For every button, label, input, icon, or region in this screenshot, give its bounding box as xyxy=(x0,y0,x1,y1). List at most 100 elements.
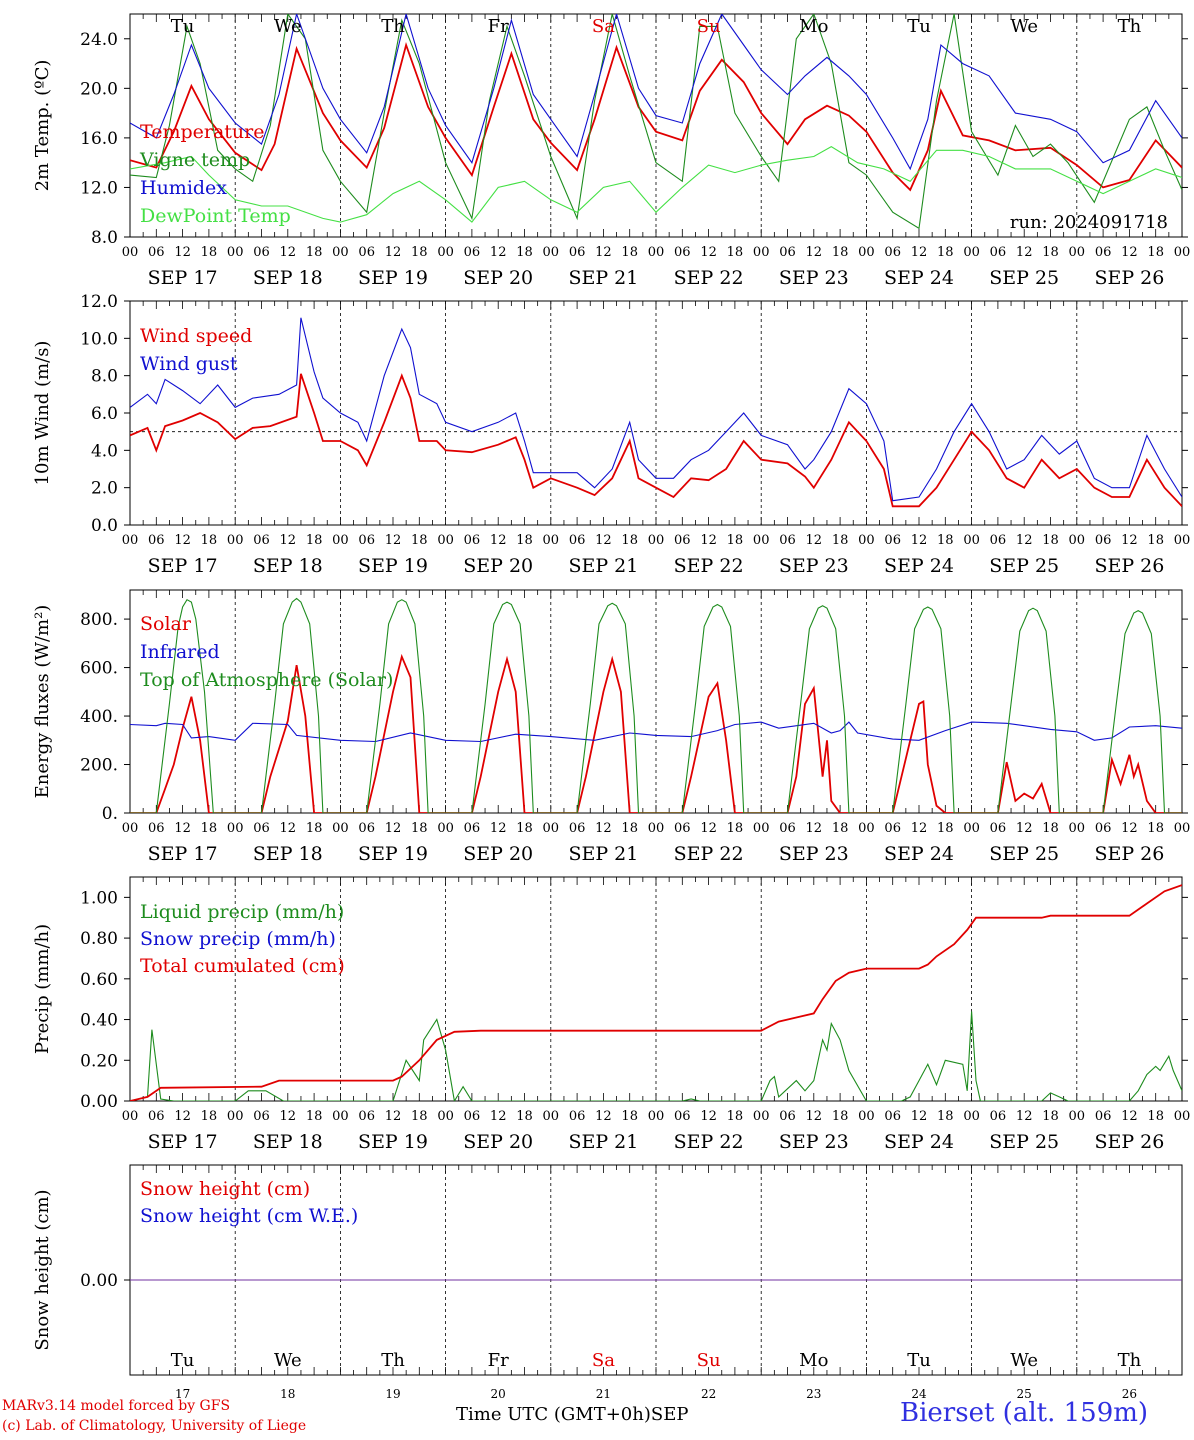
hour-tick-label: 18 xyxy=(1147,821,1164,836)
hour-tick-label: 12 xyxy=(280,245,297,260)
series-line-total-cumulated-cm- xyxy=(130,884,1182,1101)
hour-tick-label: 18 xyxy=(411,1109,428,1124)
hour-tick-label: 12 xyxy=(1016,1109,1033,1124)
series-line-humidex xyxy=(130,14,1182,171)
hour-tick-label: 12 xyxy=(1121,821,1138,836)
hour-tick-label: 06 xyxy=(253,1109,270,1124)
hour-tick-label: 00 xyxy=(437,821,454,836)
hour-tick-label: 12 xyxy=(700,533,717,548)
hour-tick-label: 00 xyxy=(122,533,139,548)
hour-tick-label: 18 xyxy=(1147,533,1164,548)
date-label: SEP 22 xyxy=(674,267,744,289)
weekday-label: Tu xyxy=(907,16,931,37)
series-line-solar xyxy=(130,653,1182,813)
hour-tick-label: 18 xyxy=(937,821,954,836)
hour-tick-label: 06 xyxy=(569,245,586,260)
day-number-label: 17 xyxy=(175,1387,190,1401)
day-number-label: 25 xyxy=(1017,1387,1032,1401)
day-number-label: 19 xyxy=(385,1387,400,1401)
hour-tick-label: 00 xyxy=(1174,245,1191,260)
hour-tick-label: 00 xyxy=(1069,1109,1086,1124)
date-label: SEP 20 xyxy=(463,267,533,289)
date-label: SEP 23 xyxy=(779,843,849,865)
hour-tick-label: 06 xyxy=(358,533,375,548)
hour-tick-label: 00 xyxy=(1174,533,1191,548)
hour-tick-label: 00 xyxy=(543,821,560,836)
date-label: SEP 25 xyxy=(989,843,1059,865)
date-label: SEP 26 xyxy=(1094,1131,1164,1153)
day-number-label: 18 xyxy=(280,1387,295,1401)
hour-tick-label: 12 xyxy=(490,533,507,548)
hour-tick-label: 00 xyxy=(332,245,349,260)
y-tick-label: 10.0 xyxy=(80,329,118,349)
series-line-top-of-atmosphere-solar- xyxy=(130,597,1182,813)
hour-tick-label: 12 xyxy=(174,1109,191,1124)
date-label: SEP 21 xyxy=(568,1131,638,1153)
hour-tick-label: 06 xyxy=(674,821,691,836)
panel-1 xyxy=(124,13,1188,238)
weekday-label: We xyxy=(1010,16,1038,37)
hour-tick-label: 12 xyxy=(280,821,297,836)
hour-tick-label: 00 xyxy=(648,533,665,548)
weekday-label: Th xyxy=(381,16,405,37)
hour-tick-label: 00 xyxy=(858,533,875,548)
hour-tick-label: 18 xyxy=(201,245,218,260)
hour-tick-label: 18 xyxy=(832,533,849,548)
hour-tick-label: 18 xyxy=(727,533,744,548)
hour-tick-label: 18 xyxy=(1042,821,1059,836)
plot-frame xyxy=(129,589,1183,814)
hour-tick-label: 12 xyxy=(385,821,402,836)
hour-tick-label: 12 xyxy=(911,1109,928,1124)
date-label: SEP 20 xyxy=(463,1131,533,1153)
panel-5 xyxy=(124,1164,1183,1376)
hour-tick-label: 00 xyxy=(1069,821,1086,836)
legend-entry: Temperature xyxy=(140,121,264,143)
hour-tick-label: 18 xyxy=(201,1109,218,1124)
y-tick-label: 0.00 xyxy=(80,1092,118,1112)
hour-tick-label: 00 xyxy=(1069,245,1086,260)
series-line-vigne-temp xyxy=(130,14,1182,230)
date-label: SEP 17 xyxy=(148,267,218,289)
hour-tick-label: 06 xyxy=(253,245,270,260)
series-line-dewpoint-temp xyxy=(130,145,1182,223)
month-label: SEP xyxy=(650,1404,689,1425)
series-line-temperature xyxy=(130,41,1182,192)
hour-tick-label: 00 xyxy=(332,1109,349,1124)
y-tick-label: 800. xyxy=(80,610,118,630)
hour-tick-label: 12 xyxy=(1121,245,1138,260)
hour-tick-label: 18 xyxy=(1042,533,1059,548)
hour-tick-label: 06 xyxy=(674,533,691,548)
date-label: SEP 25 xyxy=(989,267,1059,289)
hour-tick-label: 18 xyxy=(1147,1109,1164,1124)
hour-tick-label: 18 xyxy=(727,821,744,836)
hour-tick-label: 12 xyxy=(174,533,191,548)
hour-tick-label: 06 xyxy=(990,821,1007,836)
y-tick-label: 400. xyxy=(80,707,118,727)
hour-tick-label: 06 xyxy=(884,245,901,260)
legend-entry: Snow precip (mm/h) xyxy=(140,928,336,950)
hour-tick-label: 18 xyxy=(516,1109,533,1124)
weekday-label: Sa xyxy=(592,16,615,37)
y-axis-label: Energy fluxes (W/m²) xyxy=(32,605,53,799)
hour-tick-label: 12 xyxy=(490,821,507,836)
hour-tick-label: 12 xyxy=(1016,245,1033,260)
y-tick-label: 200. xyxy=(80,756,118,776)
weekday-label: Fr xyxy=(488,1350,509,1371)
hour-tick-label: 06 xyxy=(253,533,270,548)
date-label: SEP 23 xyxy=(779,267,849,289)
weekday-label: Th xyxy=(381,1350,405,1371)
hour-tick-label: 06 xyxy=(1095,1109,1112,1124)
hour-tick-label: 18 xyxy=(516,821,533,836)
run-annotation: run: 2024091718 xyxy=(1010,212,1168,233)
legend-entry: Vigne temp xyxy=(139,149,250,171)
hour-tick-label: 18 xyxy=(411,245,428,260)
date-label: SEP 22 xyxy=(674,555,744,577)
weekday-label: Fr xyxy=(488,16,509,37)
weekday-label: Th xyxy=(1118,16,1142,37)
weekday-label: Mo xyxy=(799,1350,828,1371)
date-label: SEP 24 xyxy=(884,843,954,865)
y-axis-label: Precip (mm/h) xyxy=(32,924,53,1054)
weekday-label: We xyxy=(1010,1350,1038,1371)
day-number-label: 23 xyxy=(806,1387,821,1401)
